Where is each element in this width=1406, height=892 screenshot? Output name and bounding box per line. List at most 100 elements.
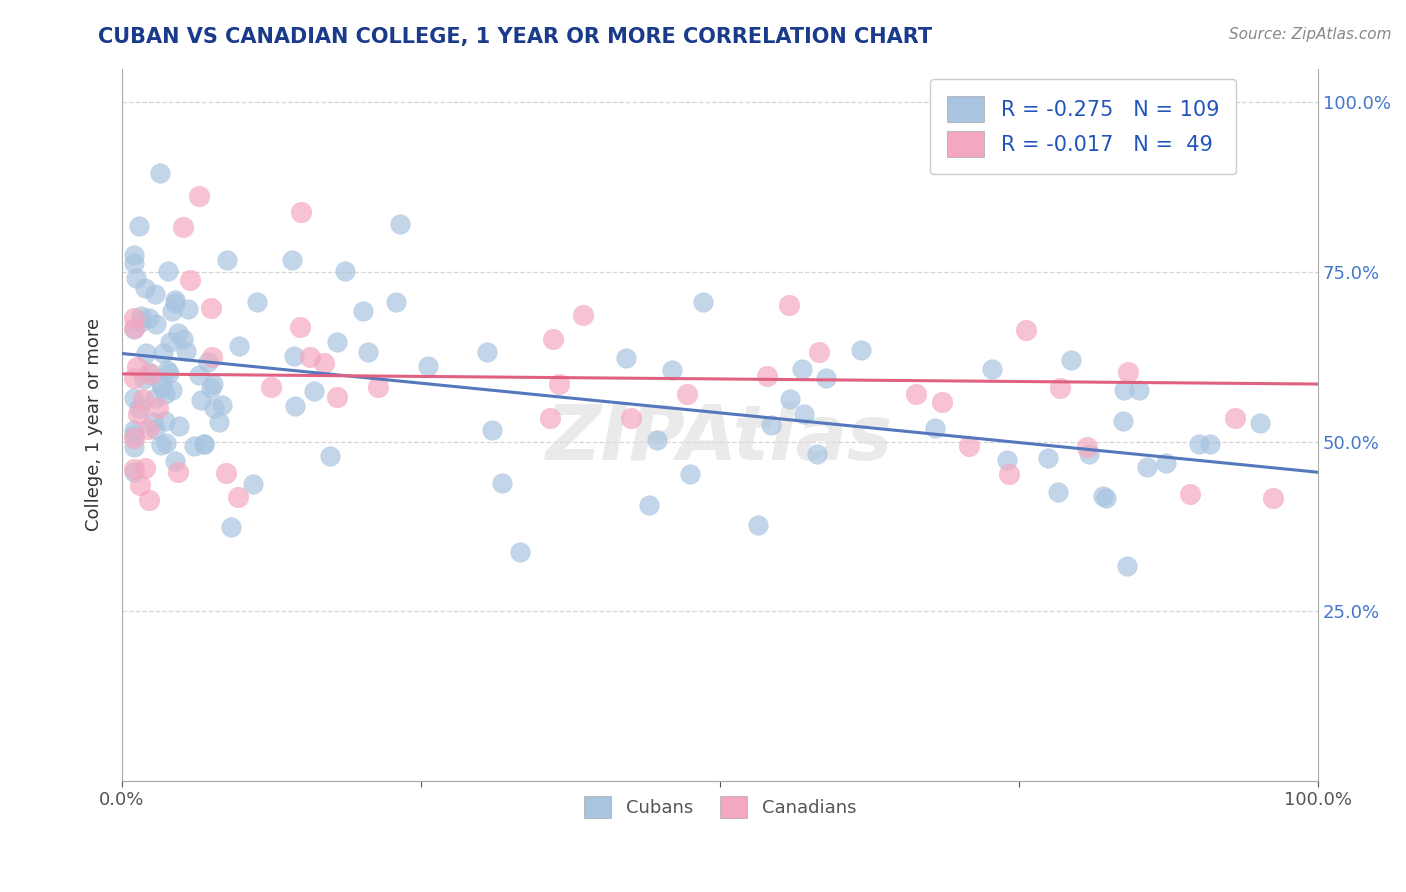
Point [1178,487,1201,501]
Point [150,380,173,394]
Point [931,395,953,409]
Point [172,220,194,235]
Point [1078,447,1101,461]
Point [202,377,225,392]
Point [1188,437,1211,451]
Point [790,362,813,376]
Point [148,401,170,415]
Point [155,386,177,401]
Point [1261,491,1284,505]
Point [187,188,209,202]
Point [1076,440,1098,454]
Text: CUBAN VS CANADIAN COLLEGE, 1 YEAR OR MORE CORRELATION CHART: CUBAN VS CANADIAN COLLEGE, 1 YEAR OR MOR… [98,27,932,46]
Point [193,437,215,451]
Point [692,295,714,310]
Point [165,454,187,468]
Point [661,363,683,377]
Point [242,476,264,491]
Point [122,321,145,335]
Point [541,332,564,346]
Point [1112,383,1135,397]
Point [1060,353,1083,368]
Point [208,416,231,430]
Point [165,293,187,307]
Point [905,386,928,401]
Text: Source: ZipAtlas.com: Source: ZipAtlas.com [1229,27,1392,42]
Point [122,310,145,325]
Point [202,401,225,416]
Point [138,493,160,508]
Point [620,411,643,425]
Point [177,301,200,316]
Point [165,296,187,310]
Point [128,219,150,233]
Point [312,355,335,369]
Point [135,346,157,360]
Point [260,380,283,394]
Point [155,414,177,428]
Point [849,343,872,357]
Point [806,447,828,461]
Point [335,264,357,278]
Point [145,422,167,436]
Point [211,398,233,412]
Point [193,437,215,451]
Point [326,335,349,350]
Point [326,390,349,404]
Point [679,467,702,482]
Point [166,326,188,341]
Point [281,252,304,267]
Point [125,271,148,285]
Point [149,166,172,180]
Point [160,304,183,318]
Point [143,392,166,406]
Point [367,380,389,394]
Point [747,518,769,533]
Point [143,287,166,301]
Point [614,351,637,365]
Point [645,433,668,447]
Point [128,478,150,492]
Point [1156,457,1178,471]
Point [190,392,212,407]
Text: ZIPAtlas: ZIPAtlas [547,402,894,476]
Y-axis label: College, 1 year or more: College, 1 year or more [86,318,103,532]
Point [134,372,156,386]
Point [302,384,325,398]
Point [1199,437,1222,451]
Point [759,417,782,432]
Point [676,387,699,401]
Point [288,320,311,334]
Point [1049,381,1071,395]
Point [152,346,174,360]
Point [217,253,239,268]
Point [481,423,503,437]
Point [1249,416,1271,430]
Point [1091,489,1114,503]
Point [779,392,801,406]
Point [389,217,412,231]
Point [808,344,831,359]
Point [756,368,779,383]
Legend: Cubans, Canadians: Cubans, Canadians [576,789,863,825]
Point [122,391,145,405]
Point [122,427,145,442]
Point [793,408,815,422]
Point [138,365,160,379]
Point [246,295,269,310]
Point [319,449,342,463]
Point [924,421,946,435]
Point [1112,414,1135,428]
Point [155,436,177,450]
Point [283,399,305,413]
Point [156,363,179,377]
Point [352,304,374,318]
Point [142,415,165,429]
Point [150,377,173,392]
Point [815,370,838,384]
Point [509,545,531,559]
Point [385,295,408,310]
Point [156,263,179,277]
Point [122,248,145,262]
Point [125,360,148,375]
